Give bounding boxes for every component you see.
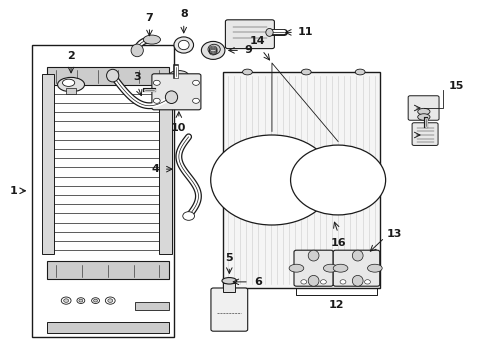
Circle shape [331,175,345,185]
Circle shape [340,280,346,284]
Ellipse shape [169,71,189,81]
Polygon shape [325,153,344,173]
Text: 9: 9 [244,45,252,55]
Ellipse shape [178,40,189,50]
Text: 14: 14 [249,36,265,46]
Text: 3: 3 [133,72,141,82]
Bar [42,74,54,254]
Circle shape [211,135,333,225]
Text: 15: 15 [448,81,464,91]
Circle shape [291,145,386,215]
FancyBboxPatch shape [211,288,247,331]
Circle shape [183,212,195,220]
Text: 12: 12 [329,300,344,310]
Ellipse shape [352,250,363,261]
Circle shape [320,280,326,284]
Text: 6: 6 [254,277,262,287]
Circle shape [61,297,71,304]
Polygon shape [348,157,365,179]
Ellipse shape [417,114,430,120]
Circle shape [153,80,160,85]
Circle shape [268,177,276,183]
FancyBboxPatch shape [47,261,169,279]
Circle shape [335,177,342,183]
Ellipse shape [417,108,430,115]
Ellipse shape [333,264,348,272]
Ellipse shape [323,264,338,272]
Text: 8: 8 [180,9,188,19]
Polygon shape [323,185,335,207]
Circle shape [108,299,113,302]
Ellipse shape [352,275,363,286]
Polygon shape [303,178,328,195]
FancyBboxPatch shape [152,74,201,110]
Ellipse shape [308,250,319,261]
Ellipse shape [308,275,319,286]
Circle shape [193,80,199,85]
Ellipse shape [368,264,382,272]
Bar [66,88,76,94]
Ellipse shape [201,41,225,59]
Text: 4: 4 [152,164,160,174]
Bar [223,72,380,288]
Circle shape [105,297,115,304]
Polygon shape [338,188,365,203]
Ellipse shape [143,35,161,44]
Polygon shape [303,165,334,174]
Circle shape [153,98,160,103]
Ellipse shape [301,69,311,75]
Ellipse shape [62,79,74,86]
Text: 10: 10 [171,123,187,133]
FancyBboxPatch shape [408,96,439,120]
Text: 16: 16 [330,238,346,248]
Circle shape [92,298,99,303]
FancyBboxPatch shape [412,123,438,145]
Ellipse shape [355,69,365,75]
Ellipse shape [107,69,119,82]
Circle shape [263,174,281,186]
Circle shape [365,280,370,284]
FancyBboxPatch shape [225,20,274,49]
Bar [223,283,235,292]
Circle shape [193,98,199,103]
Ellipse shape [174,37,194,53]
Text: 2: 2 [67,51,75,61]
Bar [135,302,169,310]
Text: 13: 13 [387,229,402,239]
Polygon shape [274,189,313,205]
FancyBboxPatch shape [294,250,333,286]
Polygon shape [346,176,375,187]
Text: 1: 1 [9,186,17,196]
FancyBboxPatch shape [333,250,380,286]
Bar [159,74,171,254]
Ellipse shape [208,44,220,54]
Circle shape [77,298,85,303]
Ellipse shape [243,69,252,75]
Polygon shape [224,173,262,188]
Polygon shape [262,188,283,215]
Text: 11: 11 [298,27,314,37]
Ellipse shape [222,278,237,284]
Polygon shape [261,145,282,172]
FancyBboxPatch shape [47,322,169,333]
Circle shape [301,280,307,284]
Ellipse shape [289,264,304,272]
Polygon shape [284,150,306,178]
Circle shape [79,299,83,302]
Polygon shape [231,155,270,171]
Ellipse shape [165,91,177,104]
Circle shape [64,299,69,302]
Polygon shape [282,172,320,187]
Polygon shape [238,182,260,210]
Bar [32,45,174,337]
Ellipse shape [57,77,84,92]
FancyBboxPatch shape [47,67,169,85]
Ellipse shape [131,44,143,57]
Circle shape [94,299,98,302]
Text: 7: 7 [146,13,153,23]
Ellipse shape [266,28,273,36]
Text: 5: 5 [225,253,233,263]
